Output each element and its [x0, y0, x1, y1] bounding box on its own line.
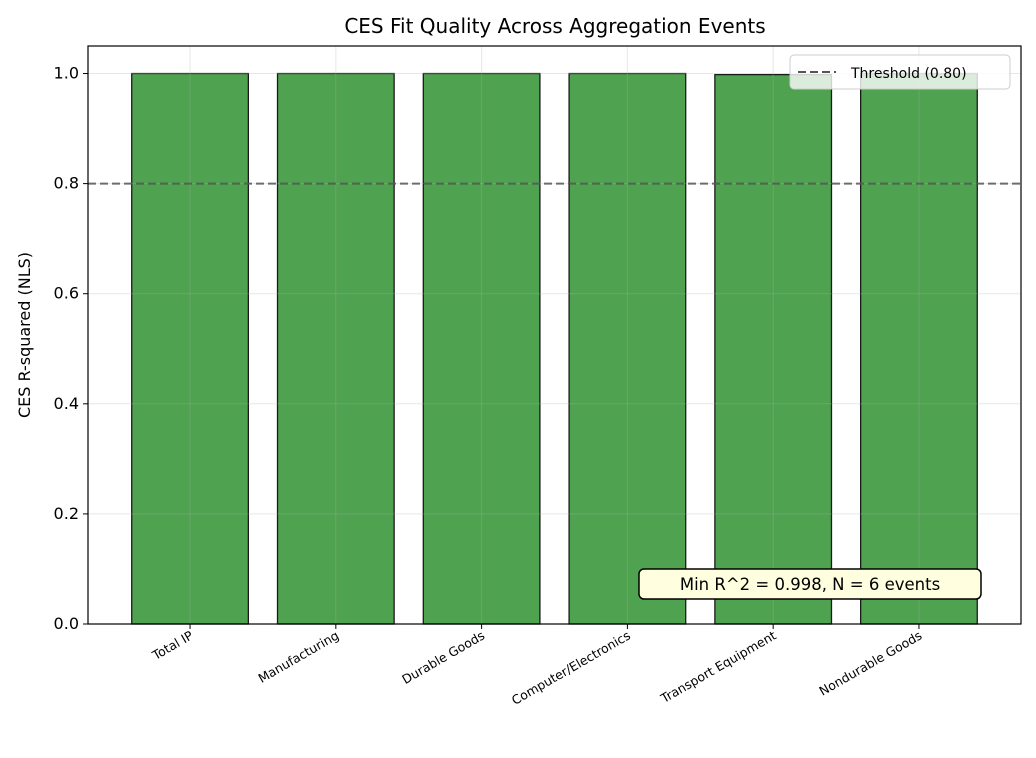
y-tick-label: 0.6 [54, 284, 79, 303]
x-tick-label: Total IP [149, 627, 196, 663]
y-tick-label: 0.4 [54, 394, 79, 413]
y-tick-label: 0.2 [54, 504, 79, 523]
chart-title: CES Fit Quality Across Aggregation Event… [344, 14, 765, 38]
y-tick-label: 0.8 [54, 174, 79, 193]
bar [568, 72, 687, 625]
bar [422, 72, 541, 625]
x-tick-label: Manufacturing [255, 628, 341, 686]
bar [714, 73, 833, 625]
y-tick-label: 1.0 [54, 64, 79, 83]
legend-box [789, 54, 1011, 90]
legend-label: Threshold (0.80) [850, 66, 967, 82]
x-tick-label: Transport Equipment [657, 628, 778, 707]
annotation-box [638, 568, 982, 600]
plot-frame [87, 45, 1022, 625]
bar [131, 72, 250, 625]
bar [276, 72, 395, 625]
annotation-text: Min R^2 = 0.998, N = 6 events [680, 575, 940, 594]
bar [859, 72, 978, 625]
y-tick-label: 0.0 [54, 614, 79, 633]
x-tick-label: Computer/Electronics [509, 628, 633, 708]
x-tick-label: Nondurable Goods [816, 628, 924, 699]
y-axis-label: CES R-squared (NLS) [15, 252, 34, 418]
x-tick-label: Durable Goods [399, 628, 487, 687]
